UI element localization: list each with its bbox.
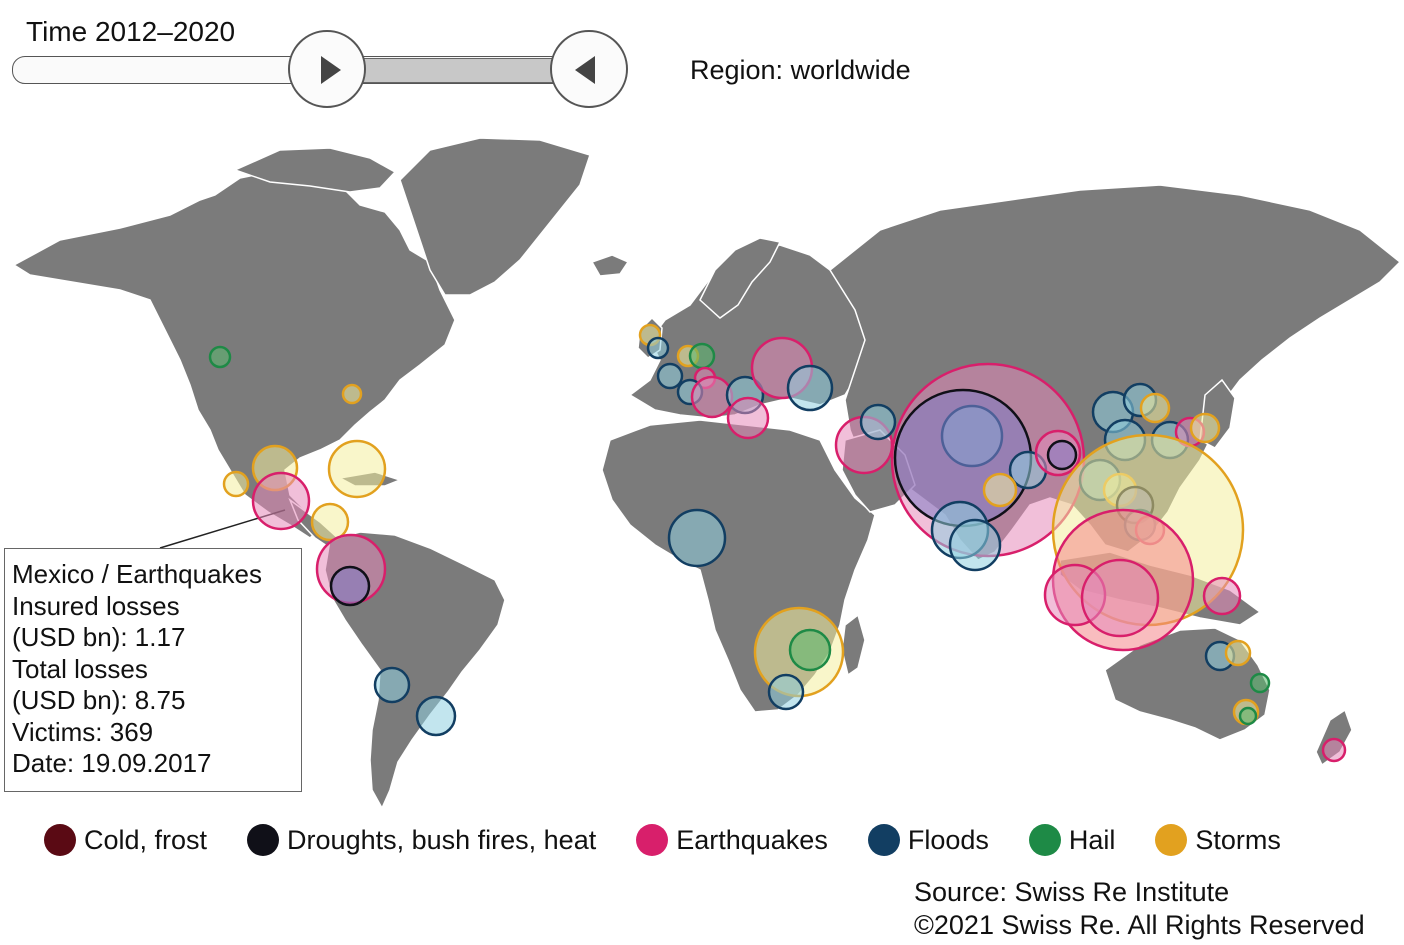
loss-bubble[interactable] xyxy=(222,470,250,498)
loss-bubble[interactable] xyxy=(1224,639,1252,667)
event-tooltip: Mexico / Earthquakes Insured losses (USD… xyxy=(4,548,302,792)
loss-bubble[interactable] xyxy=(786,364,834,412)
tooltip-insured-label: Insured losses xyxy=(12,590,180,621)
time-range-value: 2012–2020 xyxy=(94,16,236,47)
tooltip-total-value: (USD bn): 8.75 xyxy=(12,685,186,715)
play-triangle-icon xyxy=(321,56,341,84)
loss-bubble[interactable] xyxy=(1321,737,1347,763)
loss-bubble[interactable] xyxy=(373,666,411,704)
land-south-america xyxy=(324,531,506,810)
land-greenland xyxy=(399,137,591,296)
loss-bubble[interactable] xyxy=(646,336,670,360)
loss-bubble[interactable] xyxy=(982,472,1018,508)
tooltip-title: Mexico / Earthquakes xyxy=(12,559,263,589)
legend-item-floods[interactable]: Floods xyxy=(867,824,989,856)
loss-bubble[interactable] xyxy=(310,502,350,542)
legend-dot-hail xyxy=(1028,824,1061,856)
loss-bubble[interactable] xyxy=(788,628,832,672)
loss-bubble[interactable] xyxy=(415,695,457,737)
time-slider-end-handle[interactable] xyxy=(550,30,628,108)
loss-bubble[interactable] xyxy=(688,342,716,370)
legend-dot-earthquakes xyxy=(636,824,669,856)
loss-bubble[interactable] xyxy=(1189,412,1221,444)
land-scandinavia xyxy=(699,237,782,319)
loss-bubble[interactable] xyxy=(329,565,371,607)
land-madagascar xyxy=(841,613,866,677)
legend-label-floods: Floods xyxy=(907,824,989,855)
loss-bubble[interactable] xyxy=(767,673,805,711)
time-slider-selected-range[interactable] xyxy=(325,58,587,83)
legend: Cold, frost Droughts, bush fires, heat E… xyxy=(44,820,1321,860)
land-arctic-islands xyxy=(232,147,397,193)
tooltip-victims: Victims: 369 xyxy=(12,716,154,747)
legend-item-earthquakes[interactable]: Earthquakes xyxy=(636,824,828,856)
loss-bubble[interactable] xyxy=(859,403,897,441)
loss-bubble[interactable] xyxy=(1238,706,1258,726)
loss-bubble[interactable] xyxy=(1080,558,1160,638)
loss-bubble[interactable] xyxy=(948,518,1002,572)
tooltip-date: Date: 19.09.2017 xyxy=(12,748,212,778)
time-prefix: Time xyxy=(26,16,88,47)
loss-bubble[interactable] xyxy=(1046,439,1078,471)
source-line: Source: Swiss Re Institute xyxy=(914,877,1230,907)
legend-item-storms[interactable]: Storms xyxy=(1155,824,1281,856)
legend-label-earthquakes: Earthquakes xyxy=(676,824,828,855)
time-slider-start-handle[interactable] xyxy=(288,30,366,108)
loss-bubble[interactable] xyxy=(341,383,363,405)
tooltip-total-label: Total losses xyxy=(12,653,148,684)
back-triangle-icon xyxy=(575,56,595,84)
time-label: Time 2012–2020 xyxy=(26,16,235,48)
legend-label-storms: Storms xyxy=(1195,824,1281,855)
legend-dot-cold xyxy=(44,824,76,856)
region-label: Region: worldwide xyxy=(690,55,911,85)
loss-bubble[interactable] xyxy=(656,362,684,390)
source-credit: Source: Swiss Re Institute ©2021 Swiss R… xyxy=(914,876,1365,942)
legend-dot-storms xyxy=(1155,824,1188,856)
legend-dot-droughts xyxy=(247,824,280,856)
legend-label-hail: Hail xyxy=(1068,824,1116,855)
tooltip-insured-value: (USD bn): 1.17 xyxy=(12,622,186,652)
loss-bubble[interactable] xyxy=(327,439,387,499)
loss-bubble[interactable] xyxy=(1202,576,1242,616)
loss-bubble[interactable] xyxy=(1249,672,1271,694)
loss-bubble[interactable] xyxy=(667,508,727,568)
legend-item-cold[interactable]: Cold, frost xyxy=(44,824,207,856)
legend-dot-floods xyxy=(867,824,900,856)
loss-bubble[interactable] xyxy=(1139,392,1171,424)
land-iceland xyxy=(590,254,630,277)
loss-bubble[interactable] xyxy=(208,345,232,369)
legend-label-droughts: Droughts, bush fires, heat xyxy=(287,824,597,855)
loss-bubbles xyxy=(208,323,1347,763)
legend-item-hail[interactable]: Hail xyxy=(1028,824,1116,856)
loss-bubble[interactable] xyxy=(726,396,770,440)
legend-item-droughts[interactable]: Droughts, bush fires, heat xyxy=(247,824,596,856)
legend-label-cold: Cold, frost xyxy=(84,824,208,855)
copyright-line: ©2021 Swiss Re. All Rights Reserved xyxy=(914,910,1365,940)
loss-bubble[interactable] xyxy=(251,471,311,531)
